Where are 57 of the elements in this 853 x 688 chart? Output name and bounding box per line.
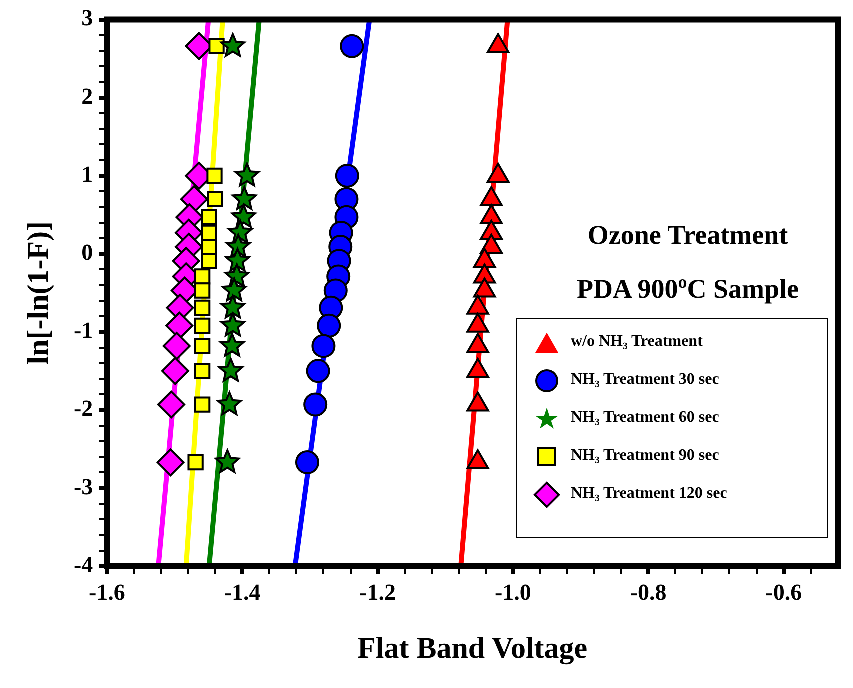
point	[306, 359, 330, 384]
point	[340, 34, 364, 58]
point	[215, 450, 240, 474]
x-tick-label: -0.6	[766, 580, 802, 606]
point	[295, 450, 320, 475]
x-tick-label: -1.0	[494, 580, 532, 606]
point	[220, 294, 246, 319]
y-tick-label: 1	[82, 162, 94, 187]
point	[201, 209, 218, 226]
point	[317, 314, 342, 338]
point	[304, 392, 328, 417]
point	[222, 278, 247, 302]
point	[220, 312, 246, 337]
point	[220, 33, 246, 58]
annotation: Ozone Treatment	[588, 220, 788, 251]
y-tick-label: -4	[74, 552, 94, 578]
point	[312, 334, 336, 358]
legend-label: NH₃ Treatment 90 sec	[571, 447, 720, 466]
point	[234, 162, 260, 187]
x-tick-label: -0.8	[630, 580, 667, 606]
y-tick-label: -1	[74, 318, 94, 344]
point	[194, 282, 211, 299]
x-tick-label: -1.2	[360, 580, 396, 606]
y-tick-label: 0	[82, 240, 94, 265]
point	[194, 318, 211, 334]
point	[201, 253, 218, 270]
legend-label: NH₃ Treatment 60 sec	[571, 409, 720, 428]
point	[194, 300, 211, 316]
legend-label: NH₃ Treatment 120 sec	[571, 485, 728, 504]
annotation: PDA 900$^{o}$C Sample	[576, 272, 800, 305]
y-tick-label: -3	[74, 474, 94, 500]
y-tick-label: 3	[82, 6, 94, 31]
legend-label: NH₃ Treatment 30 sec	[571, 371, 720, 390]
point	[194, 396, 211, 413]
x-tick-label: -1.4	[224, 580, 262, 606]
x-axis-title: Flat Band Voltage	[358, 632, 588, 665]
x-tick-label: -1.6	[88, 580, 126, 606]
point	[207, 191, 224, 208]
point	[157, 390, 186, 419]
point	[188, 454, 204, 471]
point	[156, 448, 185, 477]
point	[220, 333, 245, 357]
legend-label: w/o NH₃ Treatment	[571, 333, 703, 352]
point	[208, 38, 225, 54]
point	[194, 338, 211, 354]
point	[225, 248, 250, 272]
y-axis-title: ln[-ln(1-F)]	[22, 221, 55, 365]
point	[217, 392, 242, 416]
point	[232, 186, 257, 210]
y-tick-label: 2	[82, 84, 94, 109]
y-tick-label: -2	[74, 396, 94, 422]
point	[335, 164, 360, 188]
point	[162, 357, 190, 386]
point	[218, 358, 244, 382]
point	[162, 332, 191, 360]
point	[206, 168, 223, 184]
point	[194, 363, 211, 380]
